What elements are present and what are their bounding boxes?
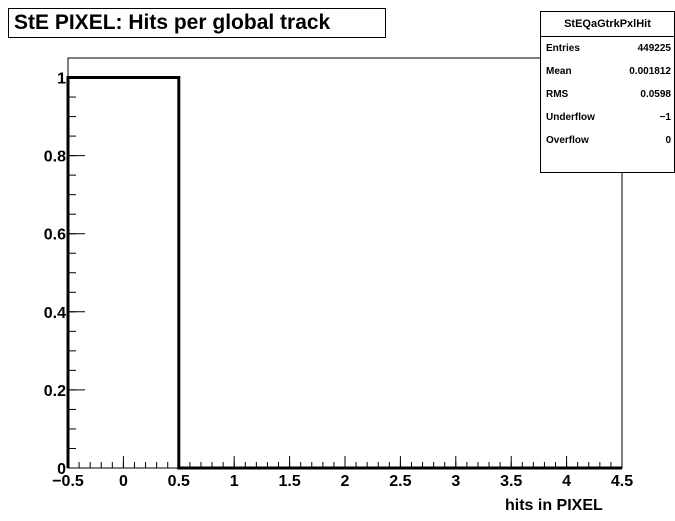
y-tick-label: 0.8 [44,149,66,166]
stats-row-overflow: Overflow 0 [541,129,674,152]
x-tick-label: −0.5 [52,473,84,490]
stats-row-underflow: Underflow −1 [541,106,674,129]
x-tick-label: 0 [119,473,128,490]
y-tick-label: 0.4 [44,305,66,322]
stats-label: Mean [546,66,572,77]
stats-row-rms: RMS 0.0598 [541,83,674,106]
y-tick-label: 0.6 [44,227,66,244]
x-tick-label: 4 [562,473,571,490]
x-tick-label: 2.5 [389,473,411,490]
stats-histogram-name: StEQaGtrkPxlHit [541,12,674,37]
plot-frame [67,57,623,469]
stats-value: 0 [665,135,671,146]
x-tick-label: 1.5 [278,473,300,490]
x-tick-label: 0.5 [168,473,190,490]
y-tick-label: 1 [57,71,66,88]
stats-row-entries: Entries 449225 [541,37,674,60]
x-tick-label: 3 [451,473,460,490]
stats-value: 0.001812 [629,66,671,77]
histogram-line [66,76,622,470]
stats-label: RMS [546,89,569,100]
x-tick-label: 4.5 [611,473,633,490]
x-tick-label: 1 [230,473,239,490]
x-tick-label: 2 [341,473,350,490]
y-tick-label: 0.2 [44,383,66,400]
stats-value: 449225 [637,43,671,54]
y-tick-label: 0 [57,461,66,478]
chart-title: StE PIXEL: Hits per global track [8,8,386,38]
stats-label: Underflow [546,112,595,123]
stats-value: −1 [659,112,671,123]
y-axis: 0 0.2 0.4 0.6 0.8 1 [44,57,85,478]
x-tick-label: 3.5 [500,473,522,490]
x-axis-label: hits in PIXEL [505,497,603,514]
stats-box: StEQaGtrkPxlHit Entries 449225 Mean 0.00… [540,11,675,173]
stats-label: Entries [546,43,580,54]
stats-label: Overflow [546,135,589,146]
x-axis: −0.5 0 0.5 1 1.5 2 2.5 3 3.5 4 4.5 [52,456,633,490]
stats-value: 0.0598 [640,89,671,100]
stats-row-mean: Mean 0.001812 [541,60,674,83]
